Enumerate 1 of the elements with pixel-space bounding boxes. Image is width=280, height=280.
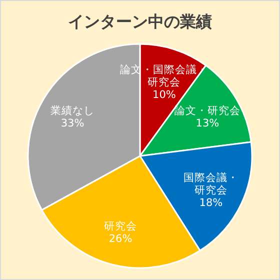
chart-title: インターン中の業績 <box>68 12 212 31</box>
